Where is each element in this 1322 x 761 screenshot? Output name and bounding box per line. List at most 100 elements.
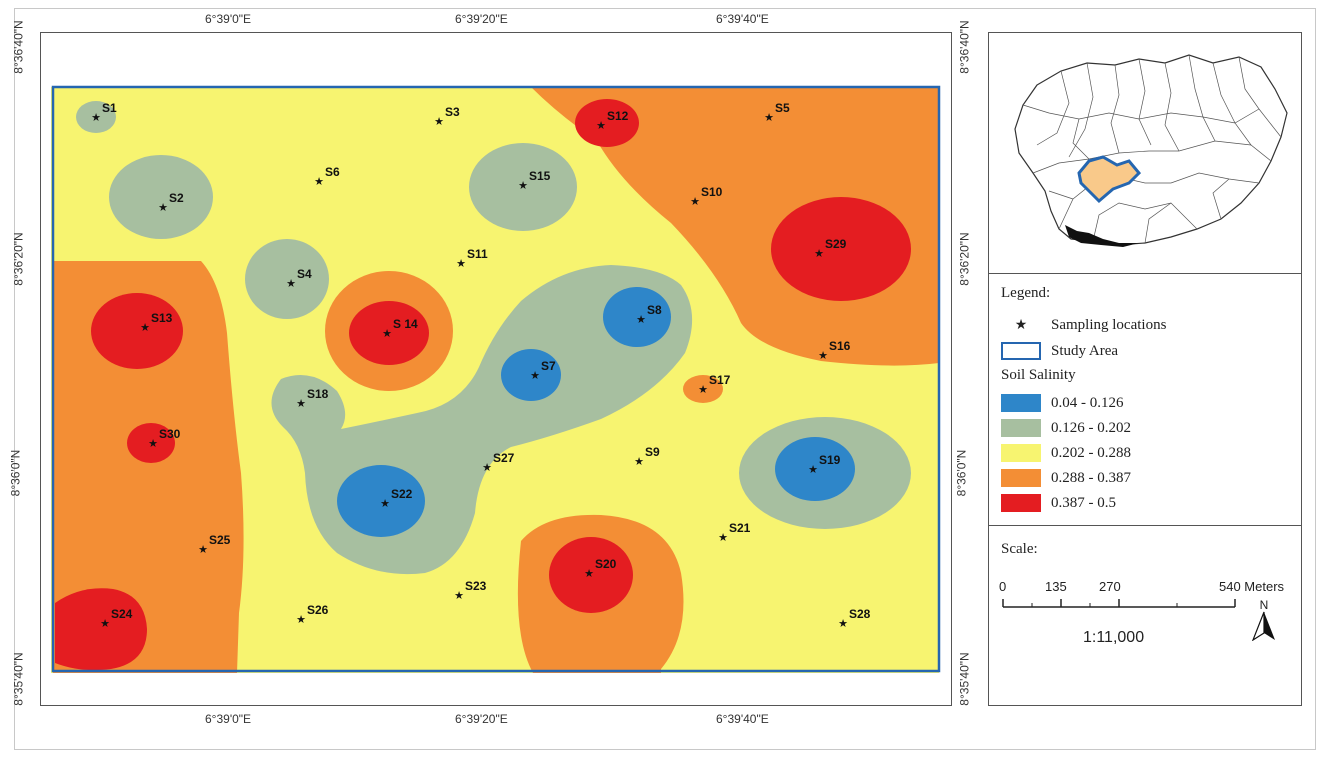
class-1-label: 0.04 - 0.126 — [1051, 395, 1124, 412]
legend-class-2: 0.126 - 0.202 — [1001, 416, 1131, 440]
class-5-label: 0.387 - 0.5 — [1051, 495, 1116, 512]
zone-class5-s13 — [91, 293, 183, 369]
star-icon: ★ — [718, 531, 728, 544]
scale-ratio: 1:11,000 — [1083, 629, 1144, 647]
bottom-lon-label-1: 6°39'0"E — [205, 712, 251, 726]
star-icon: ★ — [808, 463, 818, 476]
scale-tick-0: 0 — [999, 579, 1006, 594]
north-label: N — [1251, 599, 1277, 611]
sampling-point-label: S25 — [209, 533, 231, 547]
side-panel: Legend: ★ Sampling locations Study Area … — [988, 32, 1302, 706]
class-5-swatch — [1001, 494, 1041, 512]
sampling-point-label: S13 — [151, 311, 173, 325]
sampling-point-label: S8 — [647, 303, 662, 317]
star-icon: ★ — [838, 617, 848, 630]
sampling-point-label: S22 — [391, 487, 413, 501]
top-lon-label-3: 6°39'40"E — [716, 12, 769, 26]
scale-title: Scale: — [1001, 541, 1038, 558]
sampling-point-label: S9 — [645, 445, 660, 459]
sampling-point-label: S 14 — [393, 317, 418, 331]
star-icon: ★ — [698, 383, 708, 396]
right-lat-label-2: 8°36'20"N — [958, 232, 972, 285]
sampling-point-label: S27 — [493, 451, 515, 465]
scale-tick-270: 270 — [1099, 579, 1121, 594]
nigeria-locator-map[interactable] — [989, 33, 1301, 273]
sampling-point-label: S18 — [307, 387, 329, 401]
zone-class2-s2 — [109, 155, 213, 239]
class-2-swatch — [1001, 419, 1041, 437]
star-icon: ★ — [434, 115, 444, 128]
bottom-lon-label-3: 6°39'40"E — [716, 712, 769, 726]
star-icon: ★ — [296, 613, 306, 626]
legend-class-5: 0.387 - 0.5 — [1001, 491, 1116, 515]
scale-tick-135: 135 — [1045, 579, 1067, 594]
left-lat-label-1: 8°36'40"N — [12, 20, 26, 73]
star-icon: ★ — [634, 455, 644, 468]
sampling-point-label: S5 — [775, 101, 790, 115]
sampling-point-label: S2 — [169, 191, 184, 205]
star-icon: ★ — [382, 327, 392, 340]
salinity-map-canvas: ★S1★S2★S3★S4★S5★S6★S7★S8★S9★S10★S11★S12★… — [41, 33, 951, 705]
study-area-swatch — [1001, 342, 1041, 360]
locator-map-section — [989, 33, 1301, 274]
sampling-point-label: S10 — [701, 185, 723, 199]
sampling-point-label: S12 — [607, 109, 629, 123]
legend-class-4: 0.288 - 0.387 — [1001, 466, 1131, 490]
class-3-label: 0.202 - 0.288 — [1051, 445, 1131, 462]
sampling-point-label: S21 — [729, 521, 751, 535]
scale-tick-540: 540 Meters — [1219, 579, 1284, 594]
star-icon: ★ — [148, 437, 158, 450]
sampling-point-label: S15 — [529, 169, 551, 183]
star-icon: ★ — [380, 497, 390, 510]
star-icon: ★ — [100, 617, 110, 630]
class-4-swatch — [1001, 469, 1041, 487]
north-arrow: N — [1251, 599, 1277, 646]
star-icon: ★ — [518, 179, 528, 192]
star-icon: ★ — [198, 543, 208, 556]
sampling-point-label: S26 — [307, 603, 329, 617]
star-icon: ★ — [454, 589, 464, 602]
star-icon: ★ — [584, 567, 594, 580]
legend-section: Legend: ★ Sampling locations Study Area … — [989, 273, 1301, 526]
zone-class5-s12 — [575, 99, 639, 147]
legend-class-3: 0.202 - 0.288 — [1001, 441, 1131, 465]
class-1-swatch — [1001, 394, 1041, 412]
legend-sampling-label: Sampling locations — [1051, 317, 1166, 334]
star-icon: ★ — [596, 119, 606, 132]
sampling-point-label: S20 — [595, 557, 617, 571]
sampling-point-label: S28 — [849, 607, 871, 621]
star-icon: ★ — [530, 369, 540, 382]
sampling-point-label: S6 — [325, 165, 340, 179]
star-icon: ★ — [764, 111, 774, 124]
sampling-point-label: S4 — [297, 267, 312, 281]
class-2-label: 0.126 - 0.202 — [1051, 420, 1131, 437]
sampling-point-label: S29 — [825, 237, 847, 251]
star-icon: ★ — [296, 397, 306, 410]
legend-study-area-label: Study Area — [1051, 343, 1118, 360]
star-icon: ★ — [636, 313, 646, 326]
sampling-point-label: S23 — [465, 579, 487, 593]
top-lon-label-1: 6°39'0"E — [205, 12, 251, 26]
star-icon: ★ — [818, 349, 828, 362]
sampling-point-label: S1 — [102, 101, 117, 115]
star-icon: ★ — [456, 257, 466, 270]
star-icon: ★ — [91, 111, 101, 124]
top-lon-label-2: 6°39'20"E — [455, 12, 508, 26]
sampling-point-label: S17 — [709, 373, 731, 387]
bottom-lon-label-2: 6°39'20"E — [455, 712, 508, 726]
sampling-point-label: S7 — [541, 359, 556, 373]
legend-class-1: 0.04 - 0.126 — [1001, 391, 1124, 415]
sampling-point-label: S3 — [445, 105, 460, 119]
sampling-point-label: S30 — [159, 427, 181, 441]
right-lat-label-1: 8°36'40"N — [958, 20, 972, 73]
left-lat-label-2: 8°36'20"N — [12, 232, 26, 285]
left-lat-label-4: 8°35'40"N — [12, 652, 26, 705]
star-icon: ★ — [814, 247, 824, 260]
salinity-map[interactable]: ★ S1 ★ S2 ★ S3 ★ S4 ★ S5 ★ S6 ★ S7 ★ S8 ★ S9 ★ S10 ★ S11 ★ S12 ★… — [40, 32, 952, 706]
soil-salinity-title: Soil Salinity — [1001, 367, 1076, 384]
class-3-swatch — [1001, 444, 1041, 462]
star-icon: ★ — [140, 321, 150, 334]
right-lat-label-3: 8°36'0"N — [954, 450, 968, 497]
nigeria-outline — [1015, 55, 1287, 245]
sampling-point-label: S11 — [467, 247, 488, 261]
